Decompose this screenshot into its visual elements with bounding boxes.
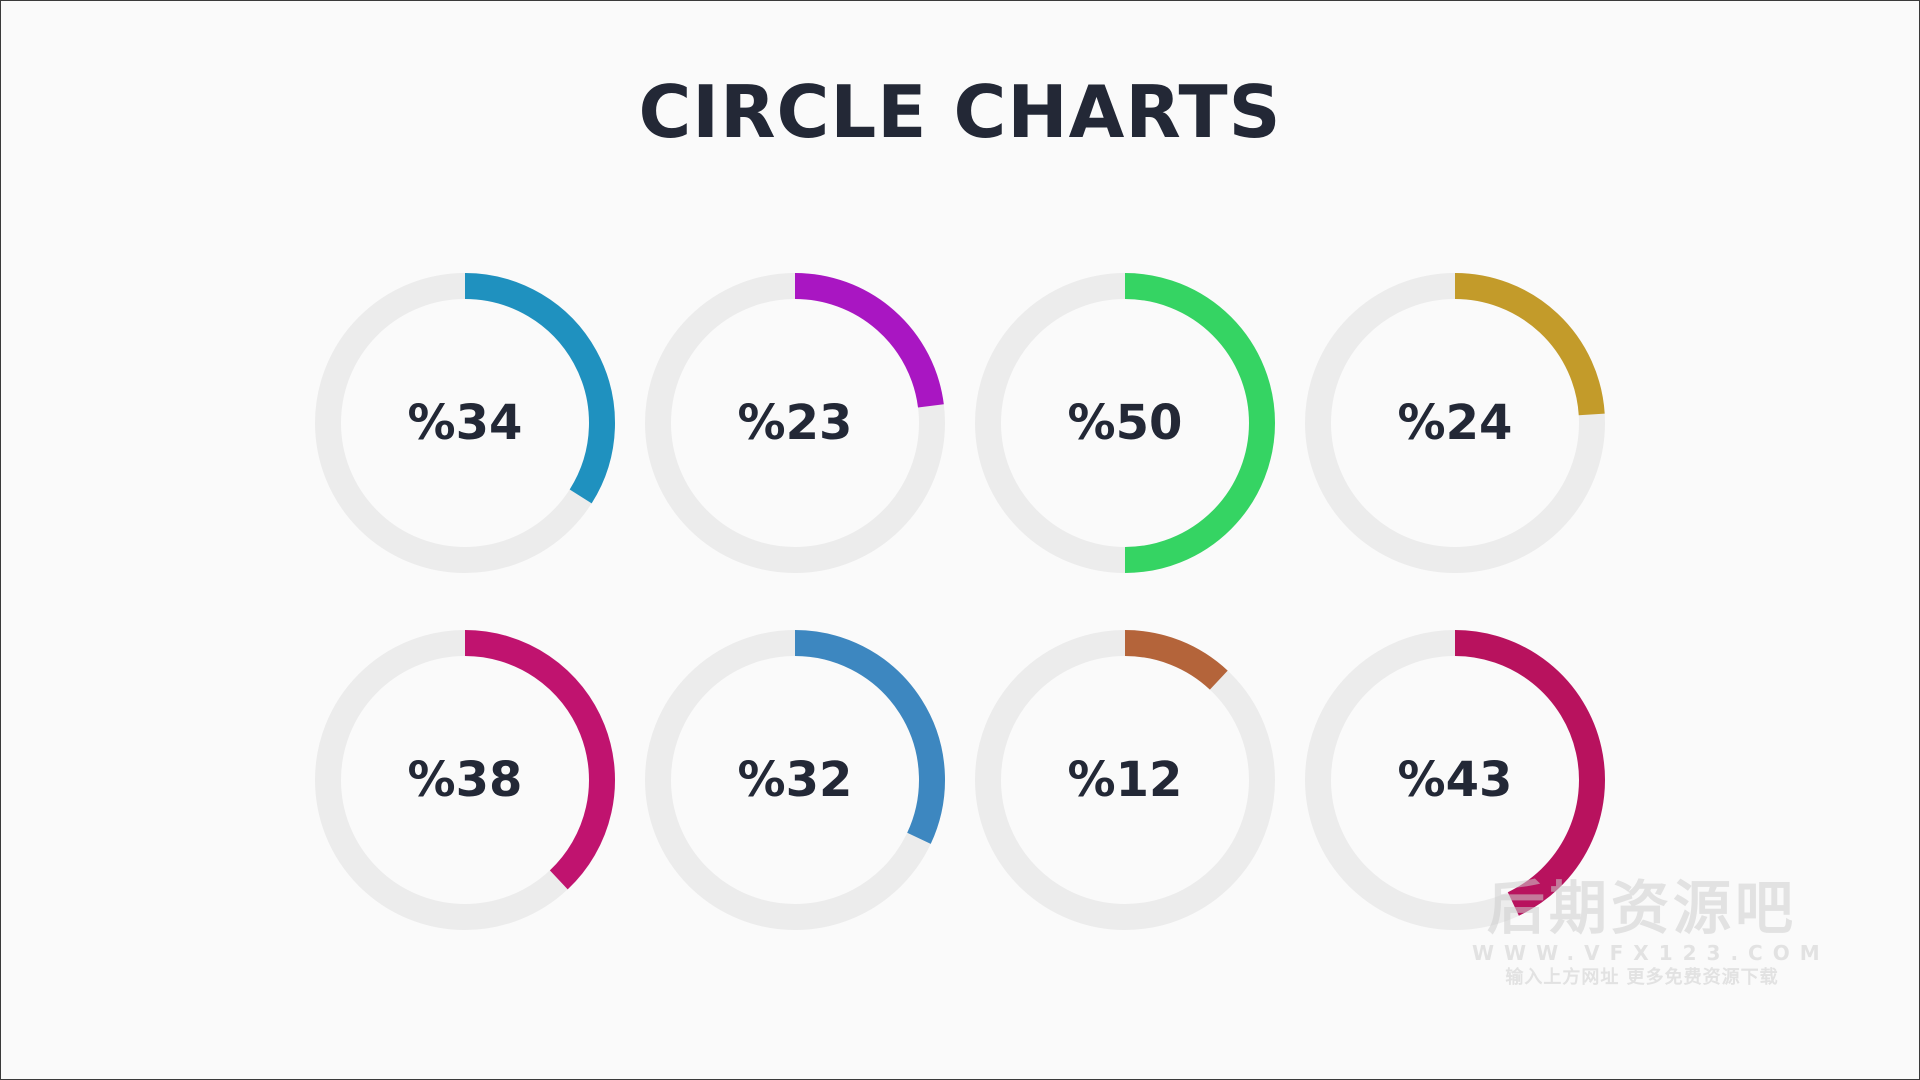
page-title: CIRCLE CHARTS <box>638 70 1282 154</box>
ring-progress-arc <box>464 630 615 890</box>
percent-label: %50 <box>1068 395 1183 451</box>
circle-chart: %38 <box>315 630 615 930</box>
circle-chart: %23 <box>645 273 945 573</box>
watermark-title: 后期资源吧 <box>1486 874 1797 942</box>
circle-chart: %32 <box>645 630 945 930</box>
ring-progress-arc <box>1124 630 1228 690</box>
ring-progress-arc <box>1124 273 1275 573</box>
percent-label: %34 <box>408 395 523 451</box>
percent-label: %38 <box>408 752 523 808</box>
circle-chart: %43 <box>1305 630 1605 930</box>
ring-progress-arc <box>1454 630 1605 916</box>
percent-label: %12 <box>1068 752 1183 808</box>
watermark-url: WWW.VFX123.COM <box>1472 941 1830 965</box>
circle-chart: %50 <box>975 273 1275 573</box>
ring-progress-arc <box>1454 273 1605 416</box>
watermark-caption: 输入上方网址 更多免费资源下载 <box>1505 967 1779 988</box>
percent-label: %24 <box>1398 395 1513 451</box>
circle-chart: %12 <box>975 630 1275 930</box>
watermark: 后期资源吧 WWW.VFX123.COM 输入上方网址 更多免费资源下载 <box>1472 874 1830 990</box>
ring-progress-arc <box>464 273 615 504</box>
ring-progress-arc <box>794 273 944 408</box>
percent-label: %32 <box>738 752 853 808</box>
percent-label: %23 <box>738 395 853 451</box>
percent-label: %43 <box>1398 752 1513 808</box>
circle-chart: %34 <box>315 273 615 573</box>
ring-progress-arc <box>794 630 945 844</box>
circle-chart: %24 <box>1305 273 1605 573</box>
